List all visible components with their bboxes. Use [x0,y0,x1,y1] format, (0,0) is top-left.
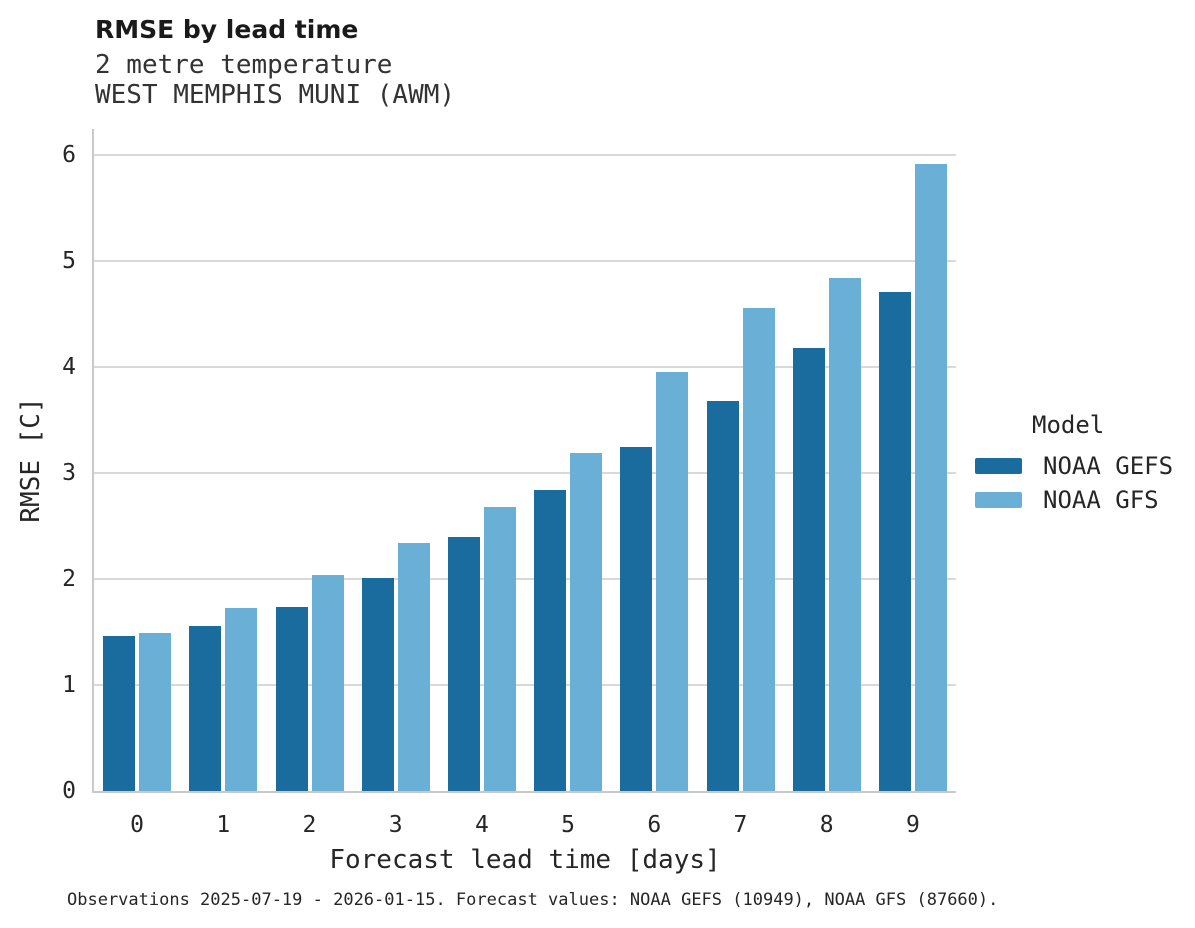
bar-noaa-gfs-day-5 [570,453,603,791]
chart-subtitle-station: WEST MEMPHIS MUNI (AWM) [95,80,456,110]
legend-items: NOAA GEFS NOAA GFS [975,449,1190,517]
legend-item: NOAA GEFS [975,449,1190,483]
x-tick-label: 7 [733,812,748,838]
gridline [94,366,956,369]
bar-noaa-gefs-day-8 [792,348,825,791]
bar-noaa-gefs-day-7 [706,401,739,791]
x-tick-label: 5 [561,812,576,838]
legend-title: Model [1032,411,1105,439]
y-tick-label: 2 [62,566,76,593]
bar-noaa-gefs-day-4 [447,536,480,791]
gridline [94,472,956,475]
legend-swatch [975,492,1022,508]
bar-noaa-gfs-day-8 [828,278,861,791]
y-tick-label: 3 [62,460,76,487]
y-tick-label: 5 [62,248,76,275]
x-tick-label: 3 [388,812,403,838]
gridline [94,260,956,263]
x-tick-label: 0 [130,812,145,838]
bar-noaa-gefs-day-2 [275,606,308,791]
bar-noaa-gfs-day-4 [483,507,516,791]
bar-noaa-gfs-day-6 [656,371,689,791]
gridline [94,154,956,157]
bar-noaa-gefs-day-6 [620,446,653,791]
x-tick-label: 4 [474,812,489,838]
x-tick-label: 6 [647,812,662,838]
legend-item-label: NOAA GEFS [1043,452,1174,480]
bar-noaa-gefs-day-5 [534,490,567,791]
legend-item: NOAA GFS [975,483,1190,517]
x-axis-label: Forecast lead time [days] [329,845,721,875]
legend-item-label: NOAA GFS [1043,486,1159,514]
gridline [94,578,956,581]
x-tick-label: 2 [302,812,317,838]
y-tick-label: 0 [62,778,76,804]
legend: Model NOAA GEFS NOAA GFS [975,411,1190,517]
plot-area [92,129,956,793]
bar-noaa-gefs-day-1 [189,625,222,791]
bar-noaa-gfs-day-3 [397,543,430,791]
footer-caption: Observations 2025-07-19 - 2026-01-15. Fo… [67,890,999,910]
bar-noaa-gefs-day-9 [878,292,911,791]
y-tick-label: 4 [62,354,76,381]
y-axis-label: RMSE [C] [16,397,46,523]
chart-subtitle-variable: 2 metre temperature [95,50,393,80]
gridline [94,684,956,687]
y-tick-label: 1 [62,672,76,699]
bar-noaa-gefs-day-0 [103,636,136,791]
chart-title: RMSE by lead time [95,15,359,44]
bar-noaa-gfs-day-9 [914,163,947,791]
x-tick-label: 9 [905,812,920,838]
bar-noaa-gefs-day-3 [361,578,394,791]
y-tick-label: 6 [62,142,76,169]
x-tick-label: 1 [216,812,231,838]
bar-noaa-gfs-day-2 [311,574,344,791]
bar-noaa-gfs-day-0 [139,633,172,791]
x-tick-label: 8 [819,812,834,838]
legend-swatch [975,458,1022,474]
bar-noaa-gfs-day-7 [742,308,775,791]
bar-noaa-gfs-day-1 [225,607,258,791]
